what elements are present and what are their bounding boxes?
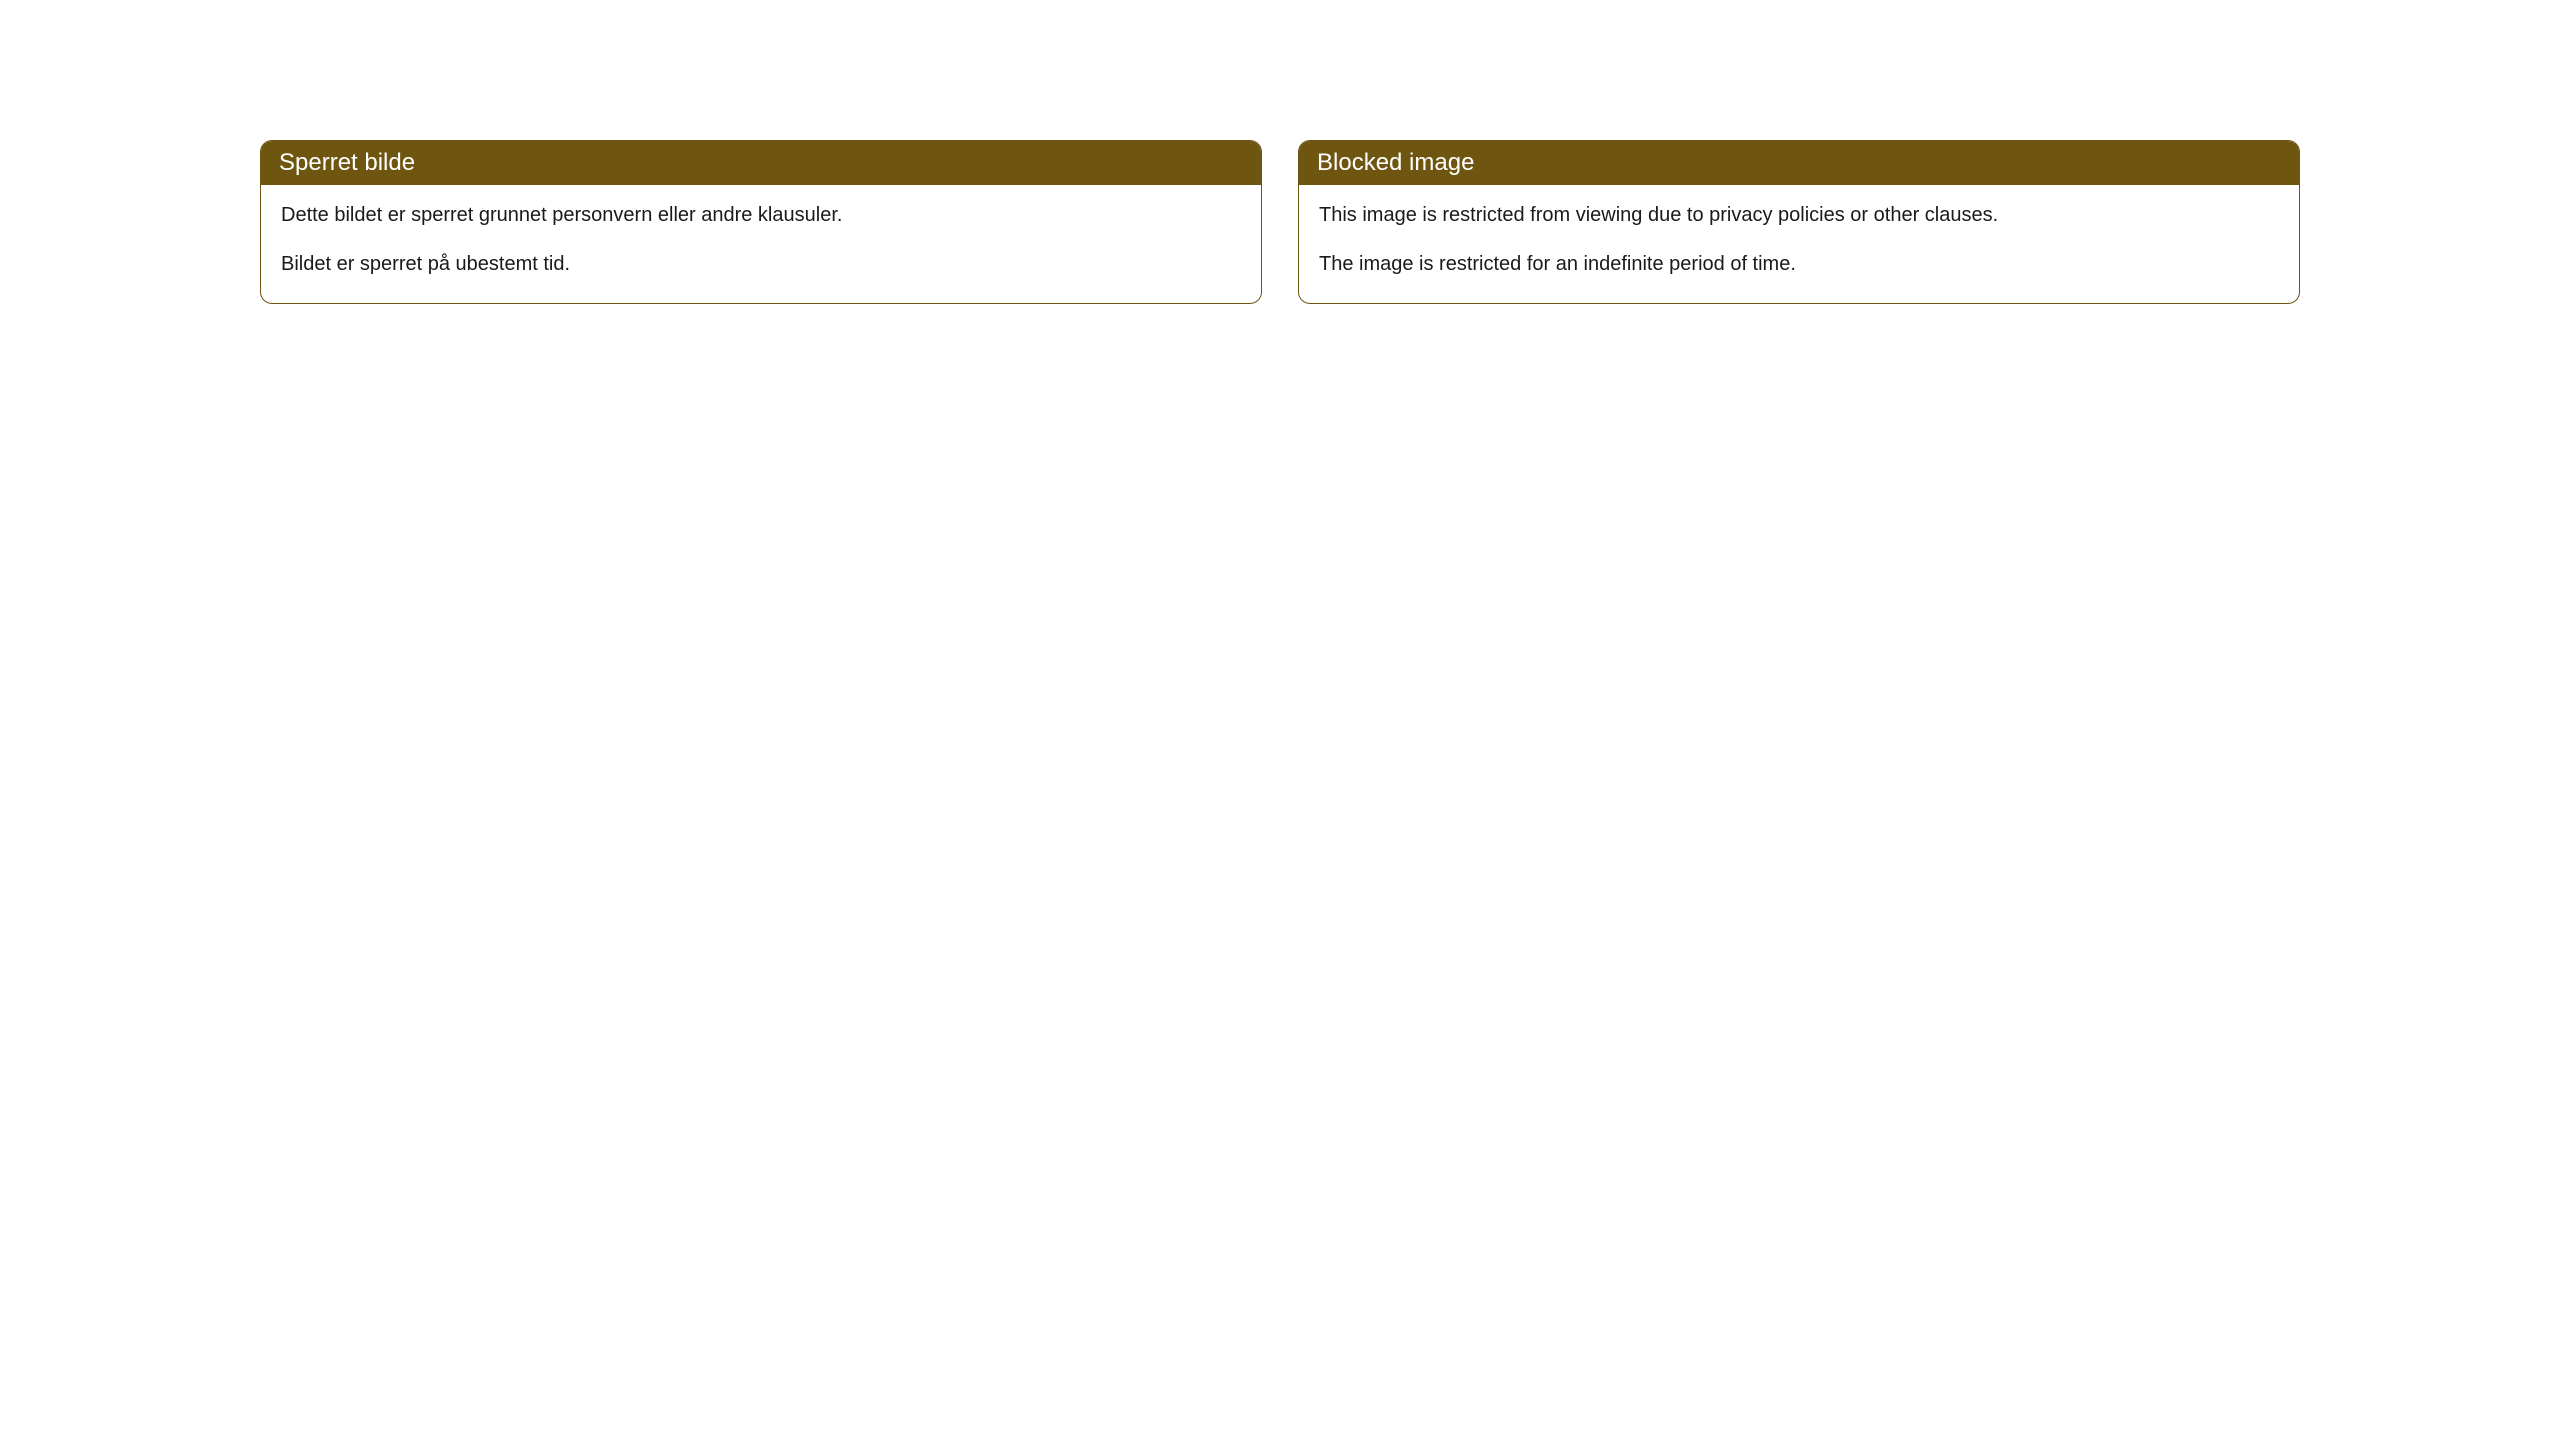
card-header: Sperret bilde [261, 141, 1261, 185]
card-title: Sperret bilde [279, 149, 415, 176]
card-body: Dette bildet er sperret grunnet personve… [261, 185, 1261, 303]
card-paragraph: Bildet er sperret på ubestemt tid. [281, 250, 1241, 279]
notice-cards-container: Sperret bilde Dette bildet er sperret gr… [260, 140, 2300, 304]
notice-card-english: Blocked image This image is restricted f… [1298, 140, 2300, 304]
card-paragraph: Dette bildet er sperret grunnet personve… [281, 201, 1241, 230]
card-paragraph: This image is restricted from viewing du… [1319, 201, 2279, 230]
card-title: Blocked image [1317, 149, 1474, 176]
card-header: Blocked image [1299, 141, 2299, 185]
notice-card-norwegian: Sperret bilde Dette bildet er sperret gr… [260, 140, 1262, 304]
card-body: This image is restricted from viewing du… [1299, 185, 2299, 303]
card-paragraph: The image is restricted for an indefinit… [1319, 250, 2279, 279]
